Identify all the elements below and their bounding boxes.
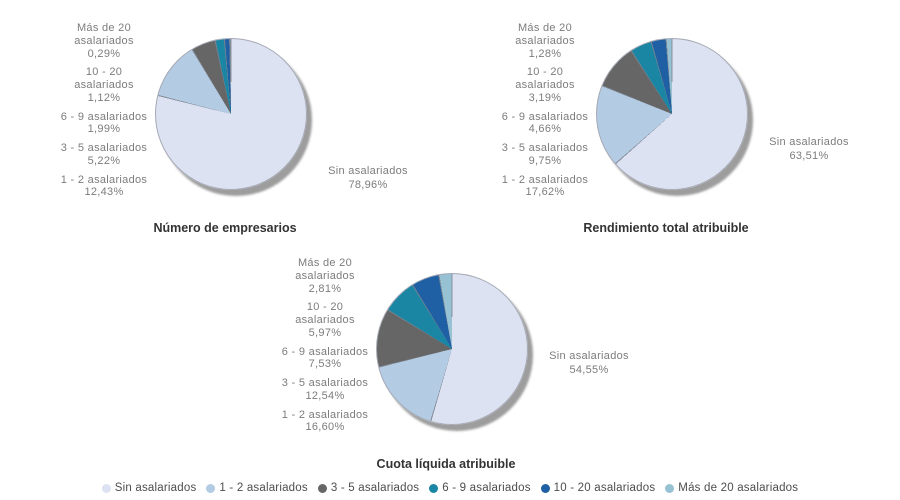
slice-category: 6 - 9 asalariados (60, 110, 148, 123)
slice-value: 9,75% (528, 154, 562, 167)
slice-label: 1 - 2 asalariados 17,62% (497, 174, 593, 200)
slice-category: 10 - 20 asalariados (515, 66, 575, 91)
slice-category: 6 - 9 asalariados (281, 345, 369, 358)
slice-category: Sin asalariados (549, 350, 629, 362)
slice-labels-column: Más de 20 asalariados 2,81% 10 - 20 asalar… (255, 257, 395, 440)
legend-label: Sin asalariados (114, 482, 197, 494)
slice-category: Más de 20 asalariados (295, 257, 355, 282)
chart-numero-de-empresarios: Más de 20 asalariados 0,29% 10 - 20 asalar… (0, 6, 450, 248)
slice-value: 1,99% (87, 123, 121, 136)
slice-category: 10 - 20 asalariados (295, 301, 355, 326)
legend-swatch-icon (101, 483, 111, 493)
slice-value: 54,55% (569, 363, 609, 376)
slice-label: Más de 20 asalariados 0,29% (56, 22, 152, 60)
slice-category: Sin asalariados (328, 165, 408, 177)
chart-cuota-liquida-atribuible: Más de 20 asalariados 2,81% 10 - 20 asalar… (221, 252, 671, 494)
slice-value: 1,12% (87, 91, 121, 104)
pie-wrap (155, 38, 307, 190)
largest-slice-label: Sin asalariados 78,96% (310, 165, 426, 193)
slice-label: 6 - 9 asalariados 1,99% (56, 111, 152, 137)
slice-label: 1 - 2 asalariados 12,43% (56, 174, 152, 200)
pie-rendimiento-total-atribuible (596, 38, 748, 190)
slice-value: 63,51% (789, 149, 829, 162)
legend-swatch-icon (206, 483, 216, 493)
slice-label: 6 - 9 asalariados 4,66% (497, 111, 593, 137)
slice-label: 6 - 9 asalariados 7,53% (277, 346, 373, 372)
slice-label: 3 - 5 asalariados 9,75% (497, 142, 593, 168)
pie-numero-de-empresarios (155, 38, 307, 190)
pie-cuota-liquida-atribuible (376, 273, 528, 425)
slice-value: 7,53% (308, 358, 342, 371)
slice-label: 3 - 5 asalariados 5,22% (56, 142, 152, 168)
slice-label: 10 - 20 asalariados 3,19% (497, 66, 593, 104)
chart-rendimiento-total-atribuible: Más de 20 asalariados 1,28% 10 - 20 asalar… (441, 6, 891, 248)
chart-title: Número de empresarios (153, 221, 297, 235)
slice-labels-column: Más de 20 asalariados 0,29% 10 - 20 asalar… (34, 22, 174, 205)
legend-swatch-icon (665, 483, 675, 493)
legend-label: 3 - 5 asalariados (330, 482, 420, 494)
slice-value: 12,43% (84, 186, 124, 199)
legend-label: Más de 20 asalariados (678, 482, 799, 494)
legend: Sin asalariados 1 - 2 asalariados 3 - 5 as… (0, 480, 900, 496)
pie-wrap (376, 273, 528, 425)
slice-category: 6 - 9 asalariados (501, 110, 589, 123)
slice-label: Más de 20 asalariados 1,28% (497, 22, 593, 60)
slice-value: 4,66% (528, 123, 562, 136)
slice-value: 0,29% (87, 47, 121, 60)
slice-value: 2,81% (308, 282, 342, 295)
slice-category: Más de 20 asalariados (515, 22, 575, 47)
slice-category: 3 - 5 asalariados (60, 142, 148, 154)
slice-category: Sin asalariados (769, 136, 849, 148)
slice-category: Más de 20 asalariados (74, 22, 134, 47)
legend-label: 6 - 9 asalariados (442, 482, 531, 494)
chart-title: Cuota líquida atribuible (376, 457, 516, 471)
slice-label: 10 - 20 asalariados 1,12% (56, 66, 152, 104)
legend-item: 6 - 9 asalariados (429, 482, 530, 494)
slice-value: 1,28% (528, 47, 562, 60)
slice-value: 5,22% (87, 154, 121, 167)
largest-slice-label: Sin asalariados 63,51% (751, 136, 867, 164)
legend-item: Sin asalariados (101, 482, 197, 494)
legend-item: 10 - 20 asalariados (540, 482, 656, 494)
slice-label: 10 - 20 asalariados 5,97% (277, 301, 373, 339)
slice-value: 16,60% (305, 421, 345, 434)
chart-title: Rendimiento total atribuible (583, 221, 749, 235)
slice-category: 3 - 5 asalariados (501, 142, 589, 154)
slice-label: 1 - 2 asalariados 16,60% (277, 409, 373, 435)
slice-value: 5,97% (308, 326, 342, 339)
slice-category: 1 - 2 asalariados (501, 173, 589, 186)
slice-labels-column: Más de 20 asalariados 1,28% 10 - 20 asalar… (475, 22, 615, 205)
legend-label: 10 - 20 asalariados (553, 482, 656, 494)
legend-item: 3 - 5 asalariados (317, 482, 420, 494)
slice-category: 10 - 20 asalariados (74, 66, 134, 91)
slice-value: 12,54% (305, 389, 345, 402)
slice-label: 3 - 5 asalariados 12,54% (277, 377, 373, 403)
legend-item: Más de 20 asalariados (665, 482, 798, 494)
legend-item: 1 - 2 asalariados (206, 482, 308, 494)
slice-label: Más de 20 asalariados 2,81% (277, 257, 373, 295)
slice-category: 1 - 2 asalariados (281, 408, 369, 421)
legend-swatch-icon (429, 483, 439, 493)
legend-label: 1 - 2 asalariados (219, 482, 308, 494)
slice-value: 78,96% (348, 178, 388, 191)
slice-value: 17,62% (525, 186, 565, 199)
legend-swatch-icon (317, 483, 327, 493)
pie-wrap (596, 38, 748, 190)
slice-category: 1 - 2 asalariados (60, 173, 148, 186)
largest-slice-label: Sin asalariados 54,55% (531, 350, 647, 378)
slice-value: 3,19% (528, 91, 562, 104)
slice-category: 3 - 5 asalariados (281, 377, 369, 389)
legend-swatch-icon (540, 483, 550, 493)
